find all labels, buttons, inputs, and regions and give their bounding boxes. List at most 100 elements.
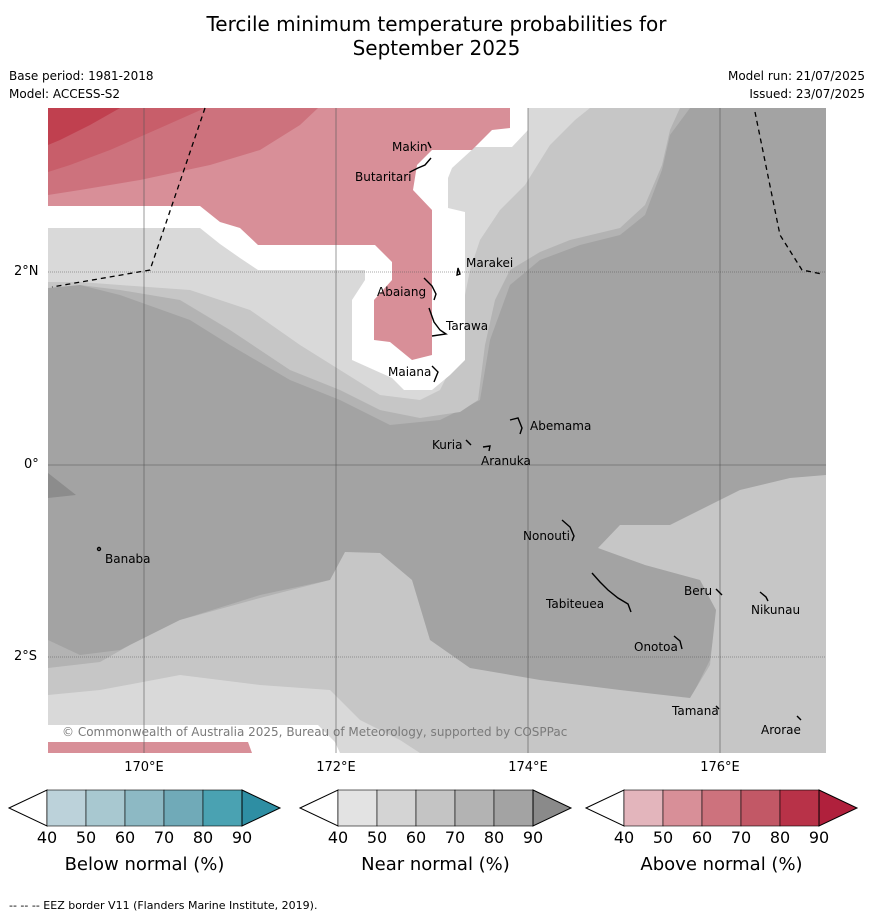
place-labels: Makin Butaritari Marakei Abaiang Tarawa … xyxy=(105,140,801,737)
colorbar-above-high-extend xyxy=(818,789,859,827)
island-marakei xyxy=(456,267,461,277)
gridlines xyxy=(48,108,826,753)
label-abaiang: Abaiang xyxy=(377,285,426,299)
label-kuria: Kuria xyxy=(432,438,463,452)
eez-border-east xyxy=(754,111,823,275)
eez-borders xyxy=(51,107,823,288)
colorbar-below-tick: 50 xyxy=(75,828,97,847)
island-tabiteuea xyxy=(591,572,632,613)
colorbar-above-tick: 90 xyxy=(808,828,830,847)
island-abaiang xyxy=(423,277,437,301)
colorbar-above-tick: 70 xyxy=(730,828,752,847)
lat-label-0: 0° xyxy=(24,457,39,472)
lon-label-170e: 170°E xyxy=(124,760,164,775)
colorbar-near-tick: 70 xyxy=(444,828,466,847)
lat-label-2n: 2°N xyxy=(14,264,39,279)
colorbar-below-high-extend xyxy=(241,789,282,827)
label-nonouti: Nonouti xyxy=(523,529,570,543)
colorbars xyxy=(7,789,859,827)
island-makin xyxy=(427,141,432,149)
island-tamana xyxy=(715,705,720,710)
colorbar-below-segment xyxy=(124,789,165,827)
island-abemama xyxy=(509,417,523,435)
colorbar-near-segment xyxy=(415,789,456,827)
island-banaba xyxy=(96,546,102,552)
colorbar-above-segment xyxy=(779,789,820,827)
colorbar-near-segment xyxy=(376,789,417,827)
lon-label-174e: 174°E xyxy=(508,760,548,775)
colorbar-near-tick: 80 xyxy=(483,828,505,847)
islands xyxy=(96,141,802,721)
island-aranuka xyxy=(482,445,491,452)
colorbar-above-segment xyxy=(623,789,664,827)
label-abemama: Abemama xyxy=(530,419,591,433)
colorbar-below-segment xyxy=(46,789,87,827)
copyright-notice: © Commonwealth of Australia 2025, Bureau… xyxy=(62,725,567,739)
lon-label-176e: 176°E xyxy=(700,760,740,775)
label-nikunau: Nikunau xyxy=(751,603,800,617)
colorbar-below-tick: 90 xyxy=(231,828,253,847)
island-maiana xyxy=(431,365,439,383)
island-nikunau xyxy=(759,591,769,602)
label-marakei: Marakei xyxy=(466,256,513,270)
colorbar-above-title: Above normal (%) xyxy=(640,854,803,875)
colorbar-above-tick: 60 xyxy=(691,828,713,847)
colorbar-near-tick: 90 xyxy=(522,828,544,847)
footer-note: -- -- -- EEZ border V11 (Flanders Marine… xyxy=(9,899,318,912)
colorbar-above-low-extend xyxy=(584,789,625,827)
meta-left: Base period: 1981-2018 Model: ACCESS-S2 xyxy=(9,67,154,103)
island-onotoa xyxy=(673,635,683,650)
map-fill-layer xyxy=(48,108,826,753)
chart-title: Tercile minimum temperature probabilitie… xyxy=(0,12,873,60)
island-beru xyxy=(715,588,723,596)
island-butaritari xyxy=(409,157,432,173)
colorbar-below-tick: 60 xyxy=(114,828,136,847)
colorbar-near-tick: 40 xyxy=(327,828,349,847)
base-period: Base period: 1981-2018 xyxy=(9,69,154,83)
colorbar-above-segment xyxy=(701,789,742,827)
island-kuria xyxy=(465,439,472,446)
lat-label-2s: 2°S xyxy=(14,649,38,664)
label-onotoa: Onotoa xyxy=(634,640,678,654)
label-tarawa: Tarawa xyxy=(445,319,488,333)
colorbar-below-tick: 70 xyxy=(153,828,175,847)
label-butaritari: Butaritari xyxy=(355,170,412,184)
zone-bottom-above xyxy=(48,742,252,753)
label-makin: Makin xyxy=(392,140,428,154)
colorbar-below-segment xyxy=(202,789,243,827)
label-tamana: Tamana xyxy=(671,704,719,718)
lon-label-172e: 172°E xyxy=(316,760,356,775)
colorbar-near-tick: 60 xyxy=(405,828,427,847)
colorbar-below-tick: 40 xyxy=(36,828,58,847)
colorbar-near-segment xyxy=(454,789,495,827)
island-tarawa xyxy=(428,307,448,337)
colorbar-above-segment xyxy=(662,789,703,827)
colorbar-below-segment xyxy=(85,789,126,827)
colorbar-near-low-extend xyxy=(298,789,339,827)
colorbar-near-segment xyxy=(493,789,534,827)
zone-above-80 xyxy=(48,108,120,145)
zone-near-90 xyxy=(48,473,76,498)
colorbar-below-segment xyxy=(163,789,204,827)
label-aranuka: Aranuka xyxy=(481,454,531,468)
label-banaba: Banaba xyxy=(105,552,151,566)
colorbar-below-low-extend xyxy=(7,789,48,827)
colorbar-near-tick: 50 xyxy=(366,828,388,847)
model-run: Model run: 21/07/2025 xyxy=(727,69,865,83)
model-name: Model: ACCESS-S2 xyxy=(9,87,121,101)
title-line-2: September 2025 xyxy=(352,36,521,60)
island-arorae xyxy=(796,715,802,721)
colorbar-above-tick: 40 xyxy=(613,828,635,847)
label-maiana: Maiana xyxy=(388,365,431,379)
colorbar-near-high-extend xyxy=(532,789,573,827)
meta-right: Model run: 21/07/2025 Issued: 23/07/2025 xyxy=(728,67,865,103)
colorbar-below-tick: 80 xyxy=(192,828,214,847)
label-arorae: Arorae xyxy=(761,723,801,737)
title-line-1: Tercile minimum temperature probabilitie… xyxy=(206,12,667,36)
issued-date: Issued: 23/07/2025 xyxy=(749,87,865,101)
island-nonouti xyxy=(561,519,575,542)
colorbar-above-segment xyxy=(740,789,781,827)
colorbar-near-segment xyxy=(337,789,378,827)
label-tabiteuea: Tabiteuea xyxy=(545,597,604,611)
